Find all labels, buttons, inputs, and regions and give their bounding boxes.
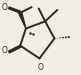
- Text: O: O: [2, 3, 7, 12]
- Text: O: O: [2, 46, 7, 55]
- Polygon shape: [19, 12, 26, 28]
- Text: O: O: [37, 63, 43, 72]
